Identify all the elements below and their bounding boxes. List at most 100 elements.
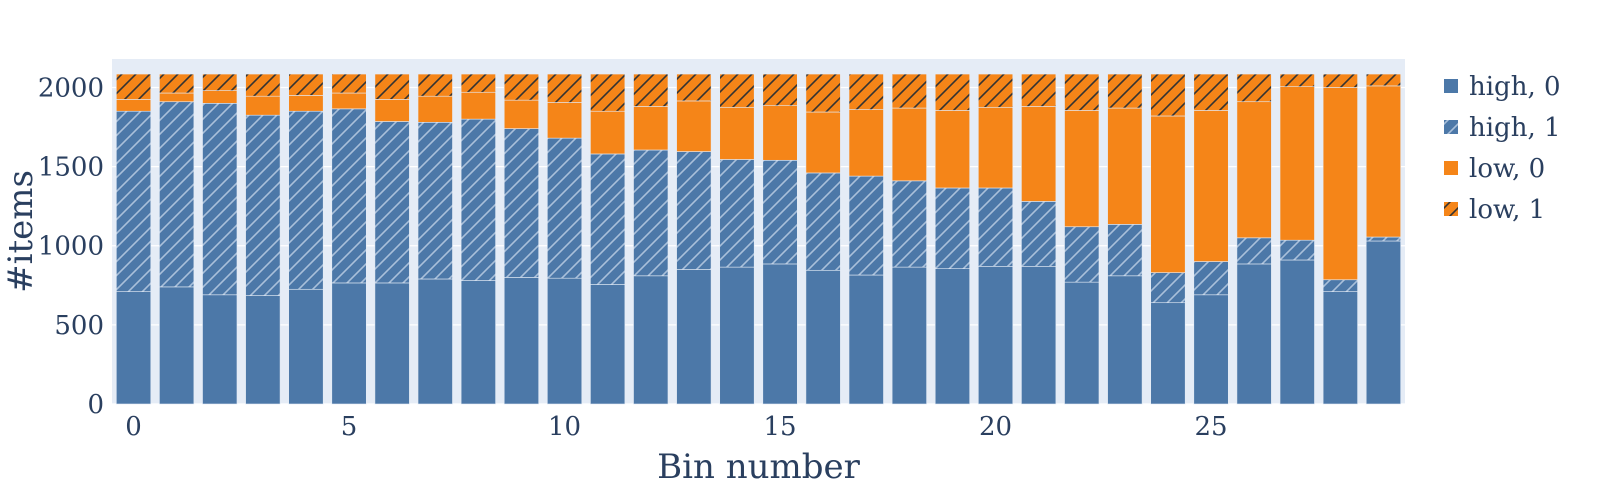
bar-segment <box>805 172 841 271</box>
bar-segment <box>676 73 712 102</box>
bar-segment <box>331 92 367 110</box>
bar-segment <box>848 175 884 276</box>
bar-segment <box>719 106 755 160</box>
bar-segment <box>1193 73 1229 111</box>
bar-segment <box>762 263 798 405</box>
gridlines <box>112 86 1405 405</box>
bar-segment <box>159 73 195 94</box>
legend-label: low, 1 <box>1469 195 1545 225</box>
bar-segment <box>202 103 238 296</box>
bar-segment <box>417 278 453 405</box>
legend-swatch <box>1444 202 1458 216</box>
bar-segment <box>331 73 367 94</box>
bar-segment <box>1322 279 1358 292</box>
bar-segment <box>1322 87 1358 281</box>
bar-segment <box>1021 266 1057 405</box>
bar-segment <box>116 110 152 292</box>
bar-segment <box>1064 226 1100 283</box>
bar-segment <box>676 269 712 405</box>
bar-segment <box>805 73 841 113</box>
bar-segment <box>331 282 367 405</box>
y-tick-label: 1500 <box>38 153 104 183</box>
bar-segment <box>116 99 152 112</box>
bar-segment <box>460 118 496 281</box>
bar-segment <box>590 153 626 285</box>
bar-segment <box>1150 302 1186 405</box>
x-tick-label: 15 <box>764 412 797 442</box>
bar-segment <box>116 291 152 405</box>
legend-swatch <box>1444 79 1458 93</box>
bar-segment <box>503 277 539 405</box>
bar-segment <box>417 95 453 123</box>
y-tick-label: 1000 <box>38 232 104 262</box>
bar-segment <box>1322 73 1358 88</box>
bar-segment <box>159 92 195 103</box>
bar-segment <box>288 95 324 112</box>
bar-segment <box>374 99 410 122</box>
bar-segment <box>1279 239 1315 261</box>
bar-segment <box>891 266 927 405</box>
bar-segment <box>1107 275 1143 405</box>
bar-segment <box>1150 115 1186 273</box>
bar-segment <box>460 73 496 93</box>
bar-segment <box>1107 107 1143 225</box>
bar-segment <box>978 266 1014 405</box>
bar-segment <box>1236 237 1272 265</box>
y-tick-label: 500 <box>54 311 104 341</box>
legend: high, 0 high, 1 low, 0 low, 1 <box>1444 72 1561 225</box>
x-tick-label: 20 <box>979 412 1012 442</box>
bar-segment <box>633 275 669 405</box>
bar-segment <box>1279 259 1315 405</box>
bar-segment <box>934 187 970 269</box>
bar-segment <box>676 100 712 152</box>
y-axis-ticks: 0 500 1000 1500 2000 <box>38 73 104 420</box>
legend-label: high, 0 <box>1469 72 1561 102</box>
x-tick-label: 25 <box>1195 412 1228 442</box>
bar-segment <box>633 73 669 107</box>
bar-segment <box>1150 272 1186 304</box>
y-tick-label: 0 <box>87 390 104 420</box>
legend-swatch <box>1444 120 1458 134</box>
bar-segment <box>159 101 195 288</box>
bar-segment <box>1279 73 1315 87</box>
bar-segment <box>1236 263 1272 405</box>
bar-segment <box>590 110 626 155</box>
x-axis-ticks: 0 5 10 15 20 25 <box>125 412 1227 442</box>
bar-segment <box>202 73 238 91</box>
bar-segment <box>891 107 927 182</box>
bar-segment <box>719 159 755 268</box>
bar-segment <box>1107 224 1143 277</box>
bar-segment <box>934 268 970 405</box>
bar-segment <box>633 149 669 277</box>
bar-segment <box>1107 73 1143 109</box>
bar-segment <box>805 111 841 174</box>
bar-segment <box>374 282 410 405</box>
bar-segment <box>245 295 281 405</box>
bar-segment <box>1236 73 1272 103</box>
bar-segment <box>1193 110 1229 262</box>
x-tick-label: 10 <box>548 412 581 442</box>
legend-label: low, 0 <box>1469 154 1545 184</box>
bar-segment <box>331 108 367 284</box>
bar-segment <box>762 159 798 265</box>
x-tick-label: 5 <box>341 412 358 442</box>
bar-segment <box>934 73 970 111</box>
bar-segment <box>288 110 324 290</box>
legend-label: high, 1 <box>1469 113 1561 143</box>
bar-segment <box>848 274 884 405</box>
bar-segment <box>1236 101 1272 239</box>
bar-segment <box>417 73 453 97</box>
bar-segment <box>1021 106 1057 202</box>
bar-segment <box>1193 261 1229 296</box>
bar-segment <box>1279 86 1315 241</box>
bar-segment <box>547 137 583 279</box>
y-axis-title: #items <box>1 170 41 293</box>
y-tick-label: 2000 <box>38 73 104 103</box>
bar-segment <box>547 73 583 103</box>
bar-segment <box>1064 110 1100 228</box>
bar-segment <box>460 280 496 405</box>
bar-segment <box>245 73 281 97</box>
bar-segment <box>1021 73 1057 107</box>
x-tick-label: 0 <box>125 412 142 442</box>
bar-segment <box>1064 281 1100 405</box>
